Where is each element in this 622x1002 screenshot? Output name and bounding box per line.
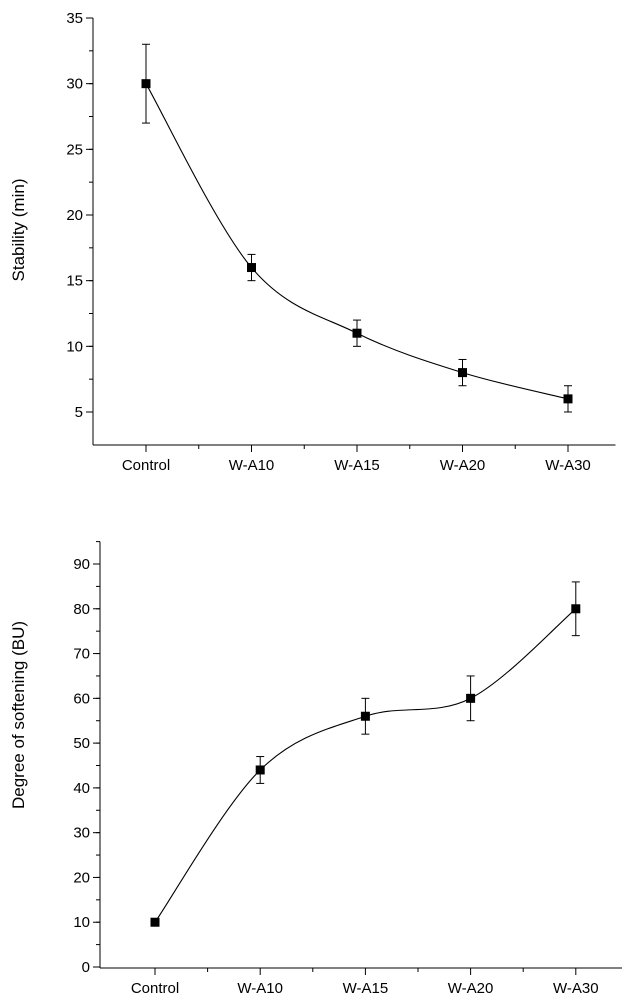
x-tick-label: W-A15: [334, 457, 380, 474]
y-tick-label: 80: [73, 601, 90, 618]
data-point: [458, 368, 467, 378]
x-tick-label: W-A30: [553, 980, 599, 997]
y-tick-label: 20: [73, 869, 90, 886]
series-line: [154, 608, 577, 923]
y-tick-label: 10: [66, 338, 83, 355]
y-tick-label: 30: [66, 76, 83, 93]
x-tick-label: W-A20: [440, 457, 486, 474]
data-point: [563, 394, 573, 404]
x-tick-label: W-A10: [229, 457, 275, 474]
data-point: [360, 711, 370, 721]
y-tick-label: 40: [73, 780, 90, 797]
series-line: [145, 83, 569, 400]
y-tick-label: 25: [66, 141, 83, 158]
y-tick-label: 20: [66, 207, 83, 224]
y-tick-label: 0: [82, 959, 90, 976]
data-point: [466, 693, 476, 703]
y-tick-label: 90: [73, 556, 90, 573]
y-tick-label: 35: [66, 10, 83, 27]
x-tick-label: W-A20: [448, 980, 494, 997]
x-tick-label: Control: [122, 457, 170, 474]
data-point: [352, 328, 362, 338]
y-tick-label: 15: [66, 273, 83, 290]
y-axis-title: Stability (min): [9, 179, 28, 282]
data-point: [247, 263, 256, 273]
y-tick-label: 50: [73, 735, 90, 752]
softening-chart: 0 10 20 30 40 50 60 70 80 90 Control W-A10 W-A15 W-A2…: [9, 541, 622, 997]
x-tick-label: W-A30: [545, 457, 591, 474]
y-tick-label: 30: [73, 825, 90, 842]
y-tick-label: 70: [73, 646, 90, 663]
data-point: [150, 917, 160, 927]
y-tick-label: 60: [73, 690, 90, 707]
data-point: [141, 79, 151, 89]
data-point: [255, 765, 265, 775]
data-point: [571, 604, 581, 614]
x-tick-label: W-A10: [237, 980, 283, 997]
stability-chart: 5 10 15 20 25 30 35 Control W-A10 W-A15 W-A20 W-A30…: [9, 10, 616, 474]
y-tick-label: 5: [75, 404, 83, 421]
x-tick-label: W-A15: [343, 980, 389, 997]
x-tick-label: Control: [131, 980, 179, 997]
y-tick-label: 10: [73, 914, 90, 931]
y-axis-title: Degree of softening (BU): [9, 621, 28, 809]
